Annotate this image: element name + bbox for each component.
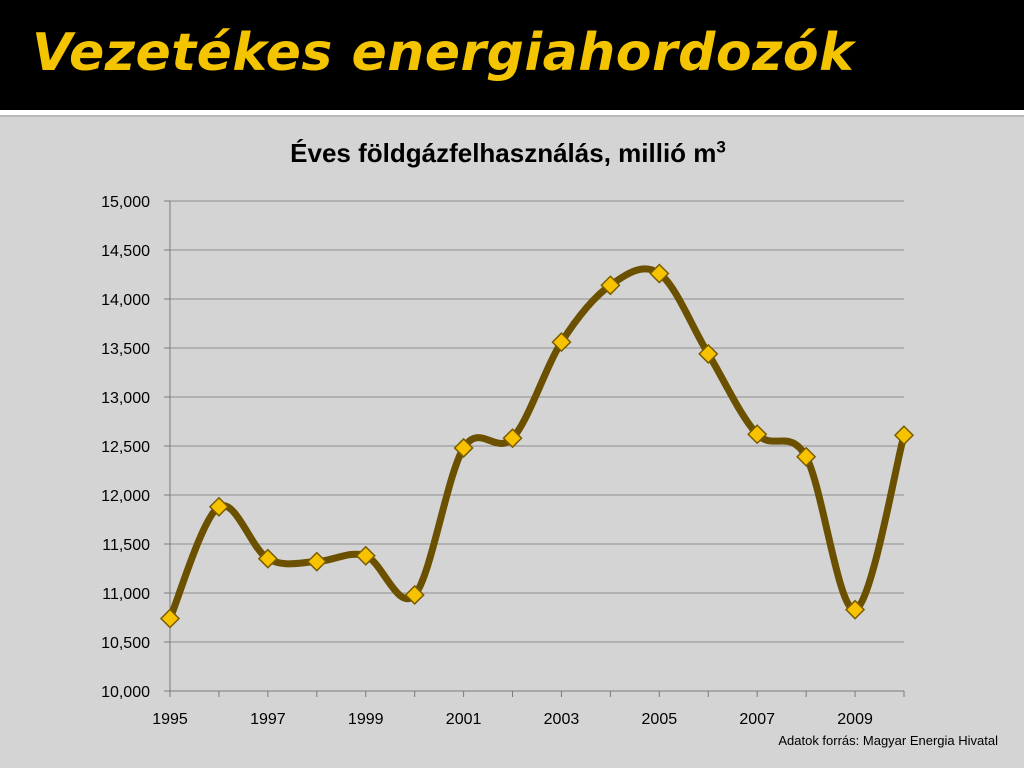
slide-header: Vezetékes energiahordozók: [0, 0, 1024, 110]
data-point: [257, 548, 278, 569]
y-tick-label: 11,500: [102, 537, 150, 554]
data-point: [845, 599, 866, 620]
header-divider-shadow: [0, 115, 1024, 117]
data-point: [355, 545, 376, 566]
data-point: [306, 551, 327, 572]
y-tick-label: 11,000: [102, 586, 150, 603]
chart-title-superscript: 3: [716, 137, 726, 157]
x-axis-tick-labels: 1995 1997 1999 2001 2003 2005 2007 2009: [152, 711, 873, 728]
x-tick-label: 2007: [739, 711, 775, 728]
chart-title: Éves földgázfelhasználás, millió m3: [0, 138, 1016, 169]
chart-markers: [159, 263, 915, 629]
y-tick-label: 13,500: [101, 341, 150, 358]
data-point: [796, 446, 817, 467]
source-note: Adatok forrás: Magyar Energia Hivatal: [778, 733, 998, 748]
data-point: [404, 584, 425, 606]
data-point: [453, 437, 474, 459]
chart-series: [166, 265, 908, 622]
x-tick-label: 2005: [642, 711, 678, 728]
chart-title-text: Éves földgázfelhasználás, millió m: [290, 138, 717, 168]
y-tick-label: 10,500: [101, 635, 150, 652]
slide-title: Vezetékes energiahordozók: [32, 23, 855, 83]
x-tick-label: 2009: [837, 711, 873, 728]
y-tick-label: 14,000: [101, 292, 150, 309]
y-tick-label: 12,000: [101, 488, 150, 505]
data-point: [600, 275, 621, 296]
x-tick-label: 1997: [250, 711, 286, 728]
y-tick-label: 10,000: [101, 684, 150, 701]
y-tick-label: 13,000: [101, 390, 150, 407]
x-tick-label: 2003: [544, 711, 580, 728]
x-tick-label: 2001: [446, 711, 482, 728]
chart-gridlines: [170, 200, 904, 643]
x-tick-label: 1995: [152, 711, 188, 728]
series-line: [166, 265, 908, 622]
data-point: [893, 425, 915, 446]
data-point: [649, 263, 670, 284]
y-tick-label: 15,000: [101, 194, 150, 211]
data-point: [159, 608, 181, 629]
x-tick-label: 1999: [348, 711, 384, 728]
chart-axes: [164, 200, 905, 697]
data-point: [747, 424, 768, 445]
data-point: [208, 496, 229, 517]
y-tick-label: 12,500: [101, 439, 150, 456]
header-divider: [0, 110, 1024, 115]
data-point: [551, 332, 572, 353]
data-point: [502, 428, 523, 449]
data-point: [698, 343, 719, 364]
y-axis-tick-labels: 10,000 10,500 11,000 11,500 12,000 12,500 13,0…: [101, 194, 150, 701]
y-tick-label: 14,500: [101, 243, 150, 260]
